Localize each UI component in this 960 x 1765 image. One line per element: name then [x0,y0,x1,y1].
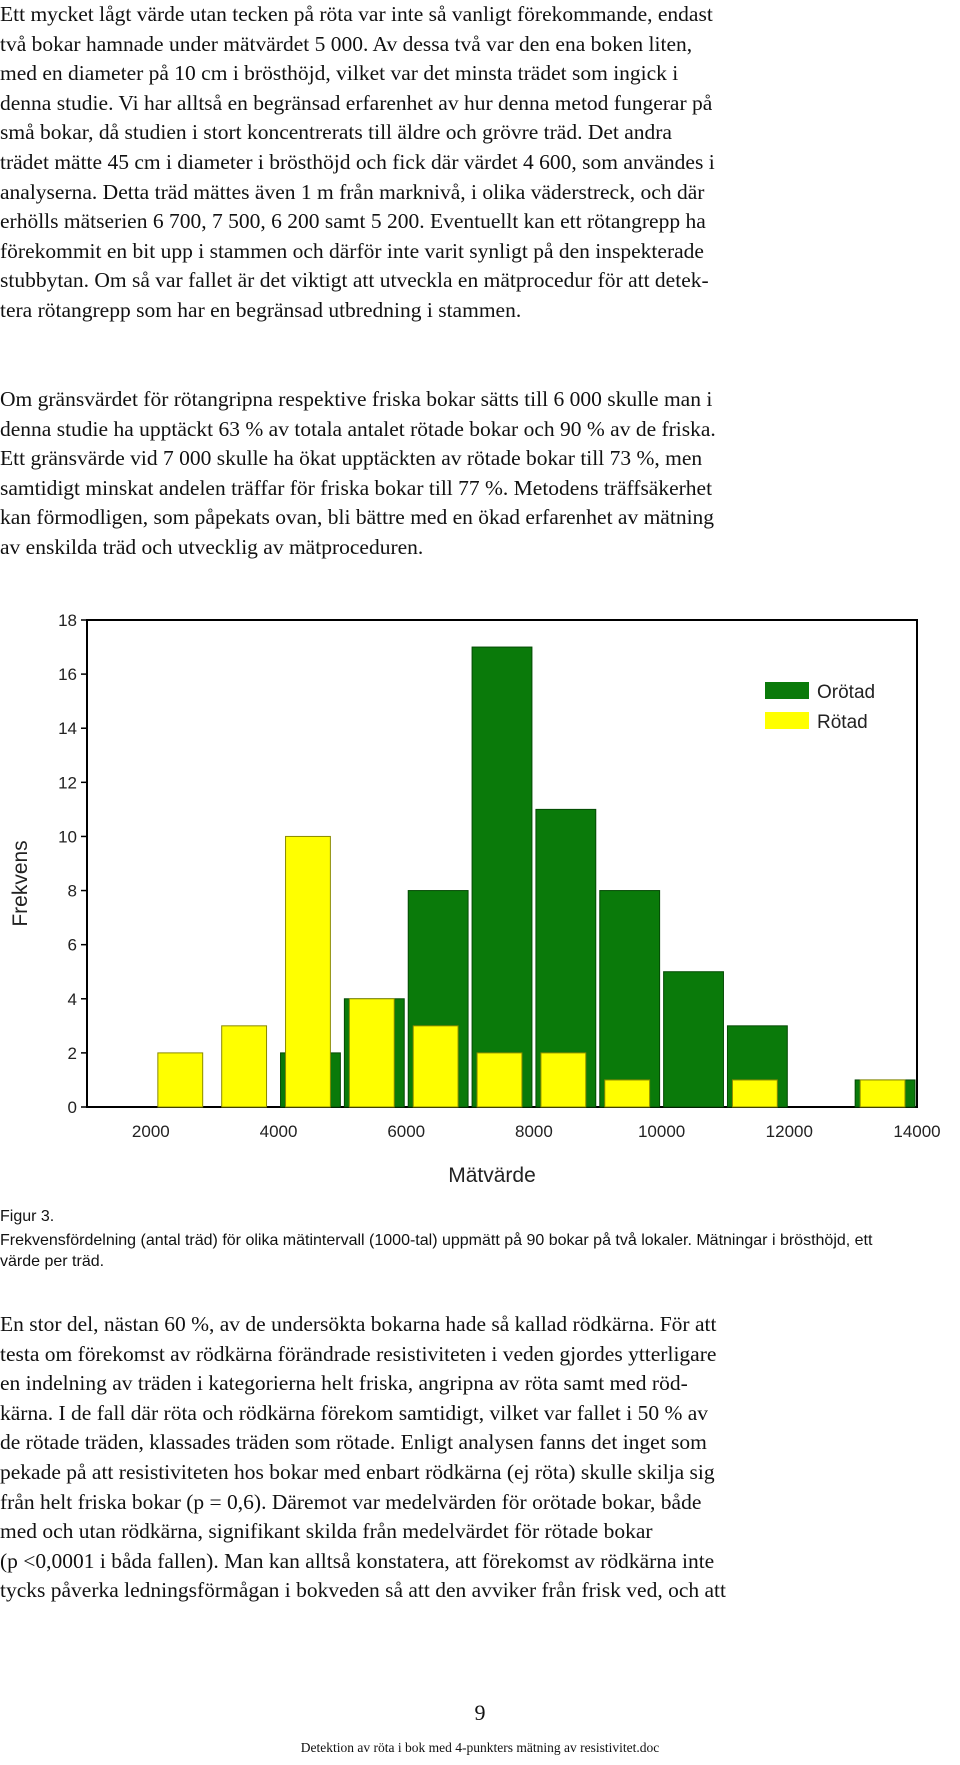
figure-caption-text: Frekvensfördelning (antal träd) för olik… [0,1232,873,1270]
x-tick-label: 2000 [132,1122,170,1141]
x-tick-label: 10000 [638,1122,685,1141]
bar-orotad [663,971,724,1108]
bar-orotad [471,646,533,1108]
figure-caption-title: Figur 3. [0,1208,55,1225]
text-line: två bokar hamnade under mätvärdet 5 000.… [0,31,693,56]
legend-label-orotad: Orötad [817,682,875,703]
y-tick-label: 12 [58,773,77,792]
document-footer: Detektion av röta i bok med 4-punkters m… [300,1740,660,1755]
bar-rotad [348,998,395,1108]
text-line: samtidigt minskat andelen träffar för fr… [0,475,713,500]
paragraph-2: Om gränsvärdet för rötangripna respektiv… [0,385,960,563]
bar-rotad [476,1052,523,1108]
bar-rotad [285,835,331,1108]
text-line: Om gränsvärdet för rötangripna respektiv… [0,387,713,411]
y-tick-label: 8 [68,882,77,901]
text-line: Ett gränsvärde vid 7 000 skulle ha ökat … [0,446,703,471]
x-axis-label: Mätvärde [448,1164,536,1187]
bar-rotad [157,1052,204,1108]
text-line: stubbytan. Om så var fallet är det vikti… [0,268,709,293]
x-tick-label: 14000 [893,1122,940,1141]
bar-rotad [731,1079,778,1108]
text-line: Ett mycket lågt värde utan tecken på röt… [0,2,713,26]
text-line: de rötade träden, klassades träden som r… [0,1430,707,1455]
text-line: denna studie. Vi har alltså en begränsad… [0,90,713,115]
text-line: erhölls mätserien 6 700, 7 500, 6 200 sa… [0,209,706,234]
text-line: förekommit en bit upp i stammen och därf… [0,238,704,263]
text-line: en indelning av träden i kategorierna he… [0,1371,688,1396]
y-tick-label: 6 [68,936,77,955]
text-line: från helt friska bokar (p = 0,6). Däremo… [0,1489,702,1514]
bar-rotad [221,1025,268,1108]
text-line: med en diameter på 10 cm i brösthöjd, vi… [0,61,679,86]
bar-rotad [540,1052,587,1108]
text-line: trädet mätte 45 cm i diameter i brösthöj… [0,149,715,174]
text-line: med och utan rödkärna, signifikant skild… [0,1519,653,1544]
x-tick-label: 6000 [387,1122,425,1141]
y-tick-label: 14 [58,719,77,738]
y-tick-label: 0 [68,1098,77,1117]
y-tick-label: 4 [68,990,77,1009]
histogram-chart: 0 2 4 6 8 10 12 14 16 18 2000 4000 6000 8000 10000 1200… [9,611,941,1187]
text-line: av enskilda träd och utvecklig av mätpro… [0,534,424,559]
text-line: En stor del, nästan 60 %, av de undersök… [0,1312,717,1336]
page-number: 9 [474,1700,486,1725]
x-tick-label: 4000 [260,1122,298,1141]
bar-rotad [859,1079,906,1108]
bar-rotad [412,1025,459,1108]
paragraph-1: Ett mycket lågt värde utan tecken på röt… [0,0,960,326]
y-tick-label: 16 [58,665,77,684]
text-line: pekade på att resistiviteten hos bokar m… [0,1459,715,1484]
y-tick-label: 2 [68,1044,77,1063]
y-axis-label: Frekvens [9,840,32,926]
text-line: tera rötangrepp som har en begränsad utb… [0,297,522,322]
text-line: tycks påverka ledningsförmågan i bokvede… [0,1578,726,1603]
text-line: kan förmodligen, som påpekats ovan, bli … [0,505,715,530]
text-line: testa om förekomst av rödkärna förändrad… [0,1341,717,1366]
text-line: kärna. I de fall där röta och rödkärna f… [0,1400,709,1425]
text-line: (p <0,0001 i båda fallen). Man kan allts… [0,1548,715,1573]
legend-swatch-orotad [765,682,809,699]
x-tick-label: 8000 [515,1122,553,1141]
bar-orotad [599,890,661,1108]
text-line: små bokar, då studien i stort koncentrer… [0,120,672,145]
x-tick-label: 12000 [766,1122,813,1141]
bar-rotad [604,1079,651,1108]
y-tick-label: 10 [58,827,77,846]
legend-swatch-rotad [765,712,809,729]
paragraph-3: En stor del, nästan 60 %, av de undersök… [0,1310,960,1606]
y-tick-label: 18 [58,611,77,630]
text-line: denna studie ha upptäckt 63 % av totala … [0,416,716,441]
legend-label-rotad: Rötad [817,712,868,733]
text-line: analyserna. Detta träd mättes även 1 m f… [0,179,705,204]
